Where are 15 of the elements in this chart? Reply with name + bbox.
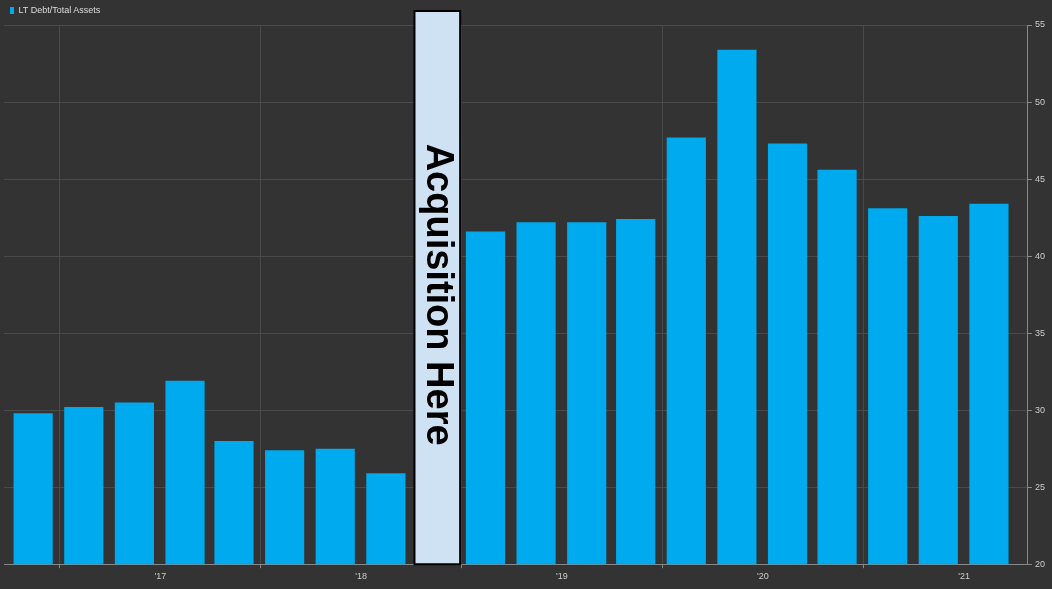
legend-label: LT Debt/Total Assets: [18, 4, 101, 15]
y-tick-label: 20: [1034, 558, 1045, 569]
x-tick-label: '19: [556, 571, 568, 582]
x-tick-label: '18: [355, 571, 367, 582]
y-tick-label: 45: [1034, 173, 1045, 184]
y-tick-label: 40: [1034, 250, 1045, 261]
band-label: Acquisition Here: [418, 143, 461, 446]
y-tick-label: 30: [1034, 404, 1045, 415]
x-tick-label: '21: [958, 571, 971, 582]
y-tick-label: 35: [1034, 327, 1045, 338]
y-tick-label: 55: [1034, 19, 1045, 30]
y-tick-label: 50: [1034, 96, 1045, 107]
x-tick-label: '17: [154, 571, 167, 582]
y-tick-label: 25: [1034, 481, 1045, 492]
x-tick-label: '20: [756, 571, 769, 582]
